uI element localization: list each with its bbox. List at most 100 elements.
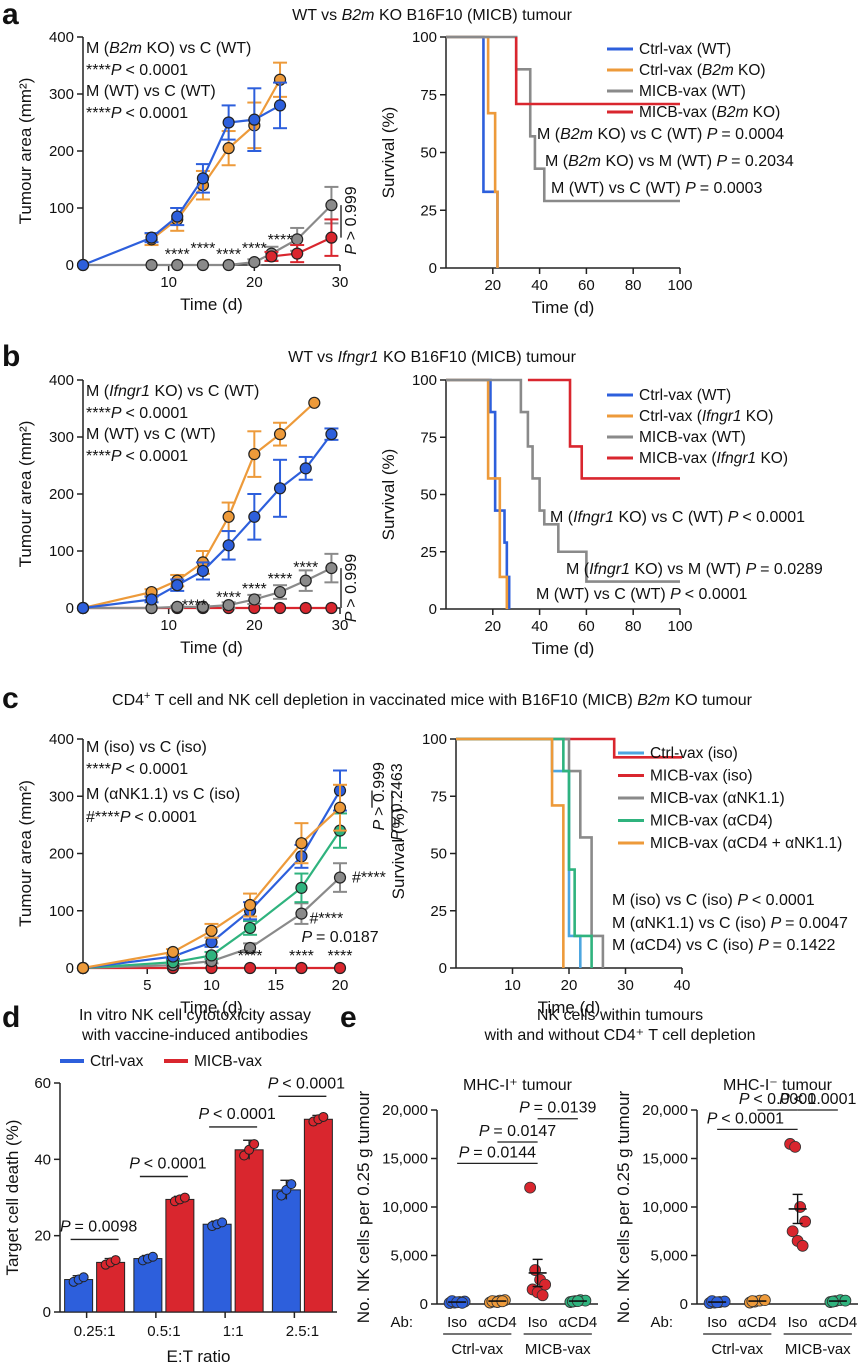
a-tumour-y-tick-label: 200 bbox=[49, 143, 74, 160]
a-tumour-data-point bbox=[222, 258, 235, 272]
e-pos-data-point bbox=[524, 1181, 537, 1194]
a-annotation: M (B2m KO) vs C (WT) bbox=[86, 40, 251, 57]
b-survival-annotation: M (Ifngr1 KO) vs C (WT) P < 0.0001 bbox=[550, 509, 805, 526]
a-survival-legend-label: MICB-vax (B2m KO) bbox=[639, 104, 780, 121]
b-tumour-data-point bbox=[145, 593, 158, 606]
a-tumour-x-tick-label: 30 bbox=[332, 274, 349, 291]
a-tumour-y-tick-label: 400 bbox=[49, 29, 74, 46]
a-tumour-data-point bbox=[222, 142, 235, 155]
c-survival-y-tick-label: 100 bbox=[422, 731, 447, 748]
c-bracket-label: P = 0.2463 bbox=[389, 763, 406, 840]
c-tumour-y-tick-label: 300 bbox=[49, 788, 74, 805]
c-survival-x-tick-label: 20 bbox=[561, 977, 578, 994]
e-neg-y-tick-label: 0 bbox=[680, 1296, 688, 1313]
b-survival-annotation: M (WT) vs C (WT) P < 0.0001 bbox=[536, 586, 748, 603]
d-bar bbox=[271, 1189, 301, 1313]
b-tumour-data-point bbox=[273, 482, 287, 495]
c-tumour-x-axis-label: Time (d) bbox=[180, 998, 243, 1017]
a-tumour-data-point bbox=[222, 116, 235, 129]
d-replicate-point bbox=[147, 1251, 158, 1262]
b-survival-y-tick-label: 25 bbox=[420, 544, 437, 561]
b-survival-survival-curve bbox=[527, 378, 680, 480]
d-bar bbox=[165, 1198, 195, 1313]
e-neg-pvalue: P < 0.0001 bbox=[739, 1091, 816, 1108]
a-survival-annotation: M (B2m KO) vs C (WT) P = 0.0004 bbox=[537, 126, 784, 143]
d-replicate-point bbox=[286, 1179, 297, 1190]
c-tumour-y-tick-label: 100 bbox=[49, 903, 74, 920]
a-significance-stars: **** bbox=[190, 241, 215, 258]
b-tumour-data-point bbox=[273, 428, 287, 441]
c-significance-stars: **** bbox=[289, 948, 314, 965]
b-survival-legend-label: Ctrl-vax (WT) bbox=[639, 387, 731, 404]
c-tumour-data-point bbox=[333, 871, 347, 884]
b-survival-y-tick-label: 75 bbox=[420, 429, 437, 446]
c-survival-y-tick-label: 50 bbox=[430, 846, 447, 863]
c-survival-x-tick-label: 10 bbox=[504, 977, 521, 994]
e-neg-data-point bbox=[786, 1225, 799, 1238]
c-annotation: #****P < 0.0001 bbox=[86, 809, 197, 826]
e-pos-vax-label: Ctrl-vax bbox=[451, 1341, 503, 1358]
a-survival-x-tick-label: 80 bbox=[625, 277, 642, 294]
e-neg-ab-prefix: Ab: bbox=[650, 1314, 673, 1331]
d-y-tick-label: 40 bbox=[34, 1151, 51, 1168]
b-survival-x-tick-label: 60 bbox=[578, 618, 595, 635]
b-survival-x-axis-label: Time (d) bbox=[532, 639, 595, 658]
b-tumour-x-axis-label: Time (d) bbox=[180, 638, 243, 657]
b-tumour-data-point bbox=[76, 601, 90, 615]
a-tumour-data-point bbox=[76, 258, 90, 272]
c-survival-y-tick-label: 75 bbox=[430, 788, 447, 805]
c-tumour-data-point bbox=[295, 837, 308, 850]
d-y-tick-label: 0 bbox=[43, 1304, 51, 1321]
b-significance-stars: **** bbox=[268, 571, 293, 588]
b-tumour-data-point bbox=[308, 396, 321, 409]
a-tumour-x-tick-label: 20 bbox=[246, 274, 263, 291]
d-y-axis-label: Target cell death (%) bbox=[3, 1120, 22, 1276]
d-category-label: 1:1 bbox=[223, 1323, 244, 1340]
c-tumour-data-point bbox=[243, 941, 257, 955]
a-tumour-data-point bbox=[248, 256, 261, 269]
a-survival-y-tick-label: 0 bbox=[429, 260, 437, 277]
d-pvalue: P = 0.0098 bbox=[60, 1218, 137, 1235]
e-neg-data-point bbox=[789, 1140, 802, 1153]
panel-d-title-line2: with vaccine-induced antibodies bbox=[81, 1027, 308, 1044]
c-tumour-series-line bbox=[82, 806, 341, 970]
b-survival-x-tick-label: 100 bbox=[667, 618, 692, 635]
a-survival-survival-curve bbox=[446, 35, 499, 268]
a-survival-y-tick-label: 25 bbox=[420, 202, 437, 219]
e-neg-y-tick-label: 20,000 bbox=[642, 1102, 688, 1119]
c-side-label: P = 0.0187 bbox=[301, 929, 378, 946]
a-survival-survival-curve bbox=[514, 37, 680, 106]
a-bracket-label: P > 0.999 bbox=[343, 186, 360, 254]
c-survival-x-tick-label: 30 bbox=[617, 977, 634, 994]
e-pos-ab-label: αCD4 bbox=[559, 1314, 598, 1331]
b-significance-stars: **** bbox=[182, 597, 207, 614]
b-annotation: M (WT) vs C (WT) bbox=[86, 426, 216, 443]
b-tumour-data-point bbox=[248, 510, 261, 523]
a-survival-legend-label: Ctrl-vax (WT) bbox=[639, 41, 731, 58]
panel-b-title: WT vs Ifngr1 KO B16F10 (MICB) tumour bbox=[288, 349, 576, 366]
e-neg-y-axis-label: No. NK cells per 0.25 g tumour bbox=[614, 1090, 633, 1323]
c-survival-legend-label: MICB-vax (iso) bbox=[650, 768, 752, 785]
c-tumour-y-axis-label: Tumour area (mm²) bbox=[16, 780, 35, 927]
a-tumour-data-point bbox=[265, 250, 278, 263]
a-significance-stars: **** bbox=[165, 246, 190, 263]
panel-a-title: WT vs B2m KO B16F10 (MICB) tumour bbox=[292, 7, 572, 24]
d-category-label: 2.5:1 bbox=[286, 1323, 319, 1340]
a-tumour-data-point bbox=[145, 231, 158, 244]
e-pos-y-tick-label: 5,000 bbox=[390, 1248, 428, 1265]
c-tumour-data-point bbox=[295, 907, 308, 920]
c-tumour-data-point bbox=[243, 961, 257, 975]
c-annotation: ****P < 0.0001 bbox=[86, 761, 188, 778]
a-annotation: ****P < 0.0001 bbox=[86, 62, 188, 79]
c-tumour-x-tick-label: 15 bbox=[267, 977, 284, 994]
a-tumour-data-point bbox=[196, 172, 210, 185]
a-significance-stars: **** bbox=[216, 246, 241, 263]
b-survival-legend-label: Ctrl-vax (Ifngr1 KO) bbox=[639, 408, 773, 425]
a-significance-stars: **** bbox=[268, 232, 293, 249]
a-survival-legend-label: Ctrl-vax (B2m KO) bbox=[639, 62, 766, 79]
e-neg-data-point bbox=[796, 1239, 809, 1252]
c-tumour-y-tick-label: 400 bbox=[49, 731, 74, 748]
a-tumour-data-point bbox=[196, 258, 210, 272]
d-replicate-point bbox=[110, 1255, 121, 1266]
